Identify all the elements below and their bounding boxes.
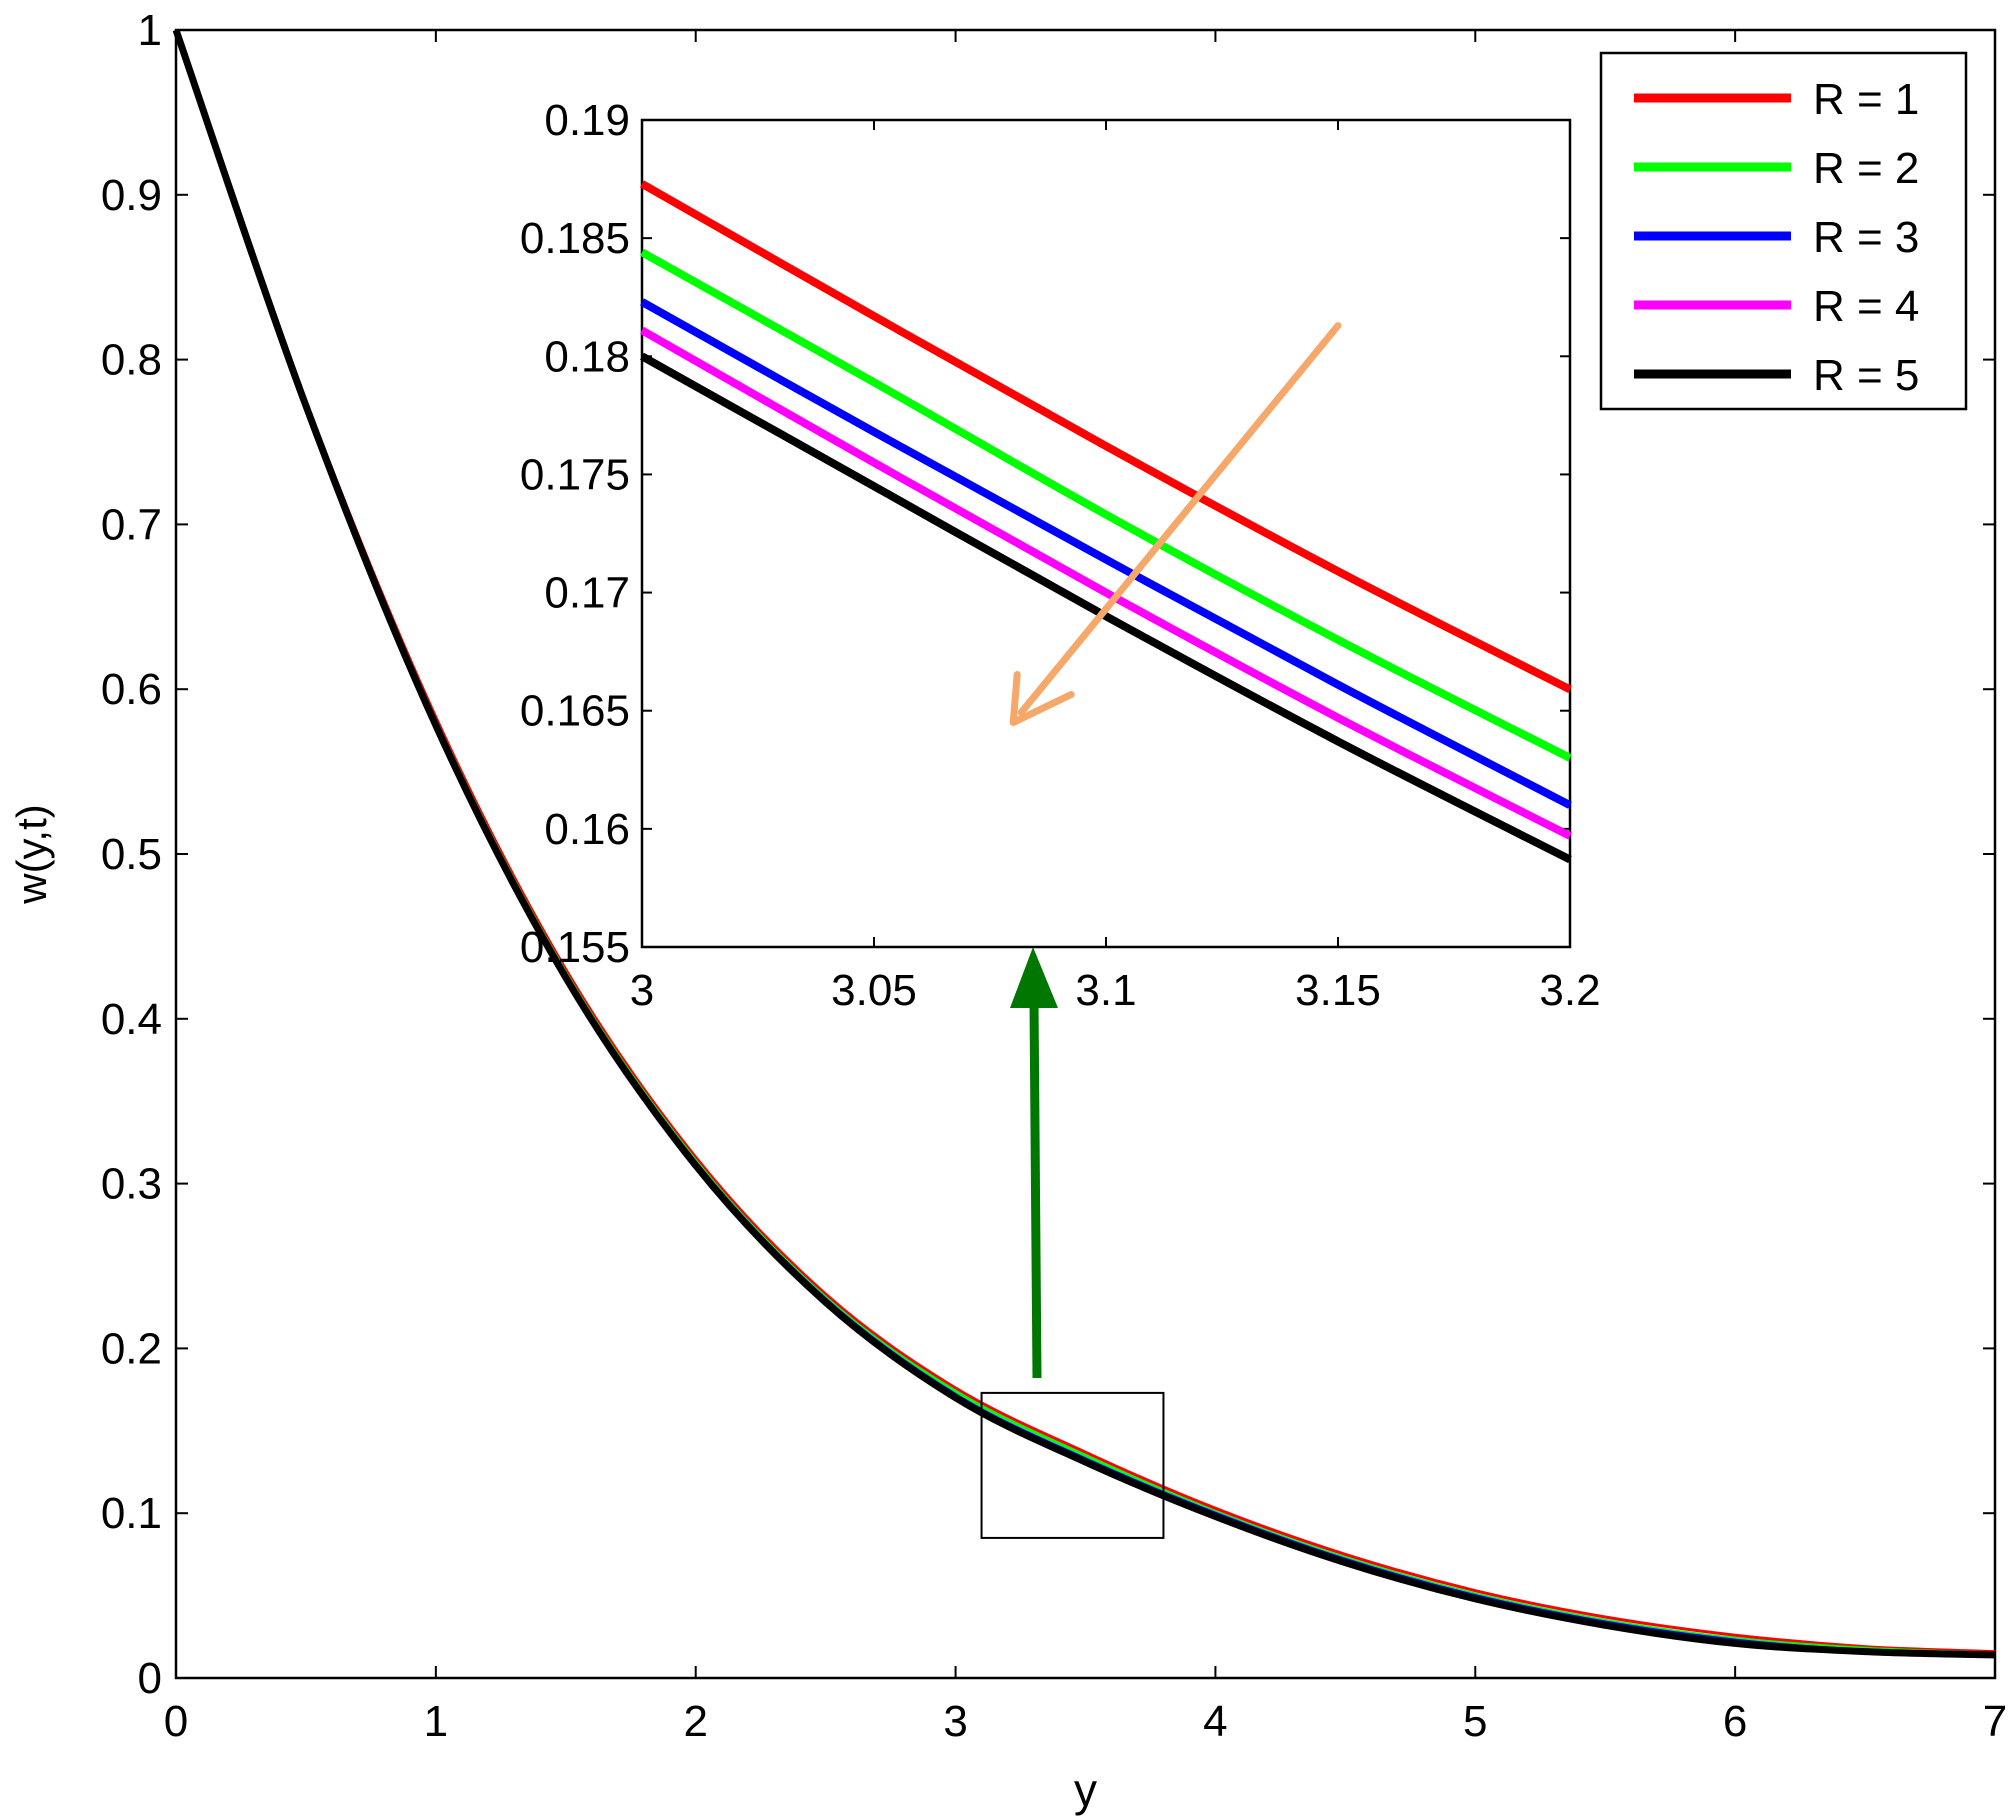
main-series-line <box>172 28 1996 1659</box>
inset-y-tick-label: 0.16 <box>544 805 630 854</box>
legend-label: R = 3 <box>1813 213 1919 262</box>
inset-series-line <box>640 248 1572 762</box>
zoom-arrow-head <box>1010 947 1058 1008</box>
x-tick-label: 5 <box>1463 1697 1487 1746</box>
y-tick-label: 0 <box>138 1654 162 1703</box>
trend-arrow-shaft <box>1017 322 1342 717</box>
legend-label: R = 4 <box>1813 282 1919 331</box>
inset-x-tick-label: 3.15 <box>1295 966 1381 1015</box>
inset-y-tick-label: 0.19 <box>544 96 630 145</box>
legend: R = 1 R = 2 R = 3 R = 4 R = 5 <box>1599 51 1968 411</box>
inset-series-line <box>640 352 1572 864</box>
inset-x-tick-label: 3.05 <box>831 966 917 1015</box>
legend-label: R = 5 <box>1813 351 1919 400</box>
inset-y-tick-label: 0.155 <box>520 923 630 972</box>
legend-label: R = 1 <box>1813 75 1919 124</box>
inset-x-tick-label: 3 <box>630 966 654 1015</box>
x-axis-label: y <box>1074 1764 1097 1816</box>
inset-plot-frame <box>640 118 1572 949</box>
y-tick-label: 0.2 <box>101 1324 162 1373</box>
y-tick-label: 0.1 <box>101 1489 162 1538</box>
inset-x-tick-label: 3.2 <box>1539 966 1600 1015</box>
x-tick-label: 2 <box>683 1697 707 1746</box>
x-tick-label: 1 <box>424 1697 448 1746</box>
inset-series-line <box>640 326 1572 840</box>
zoom-region-box <box>980 1391 1165 1539</box>
trend-arrow-head <box>1009 671 1075 727</box>
y-axis-label: w(y,t) <box>8 804 55 905</box>
inset-y-tick-label: 0.18 <box>544 332 630 381</box>
x-tick-label: 7 <box>1983 1697 2007 1746</box>
inset-series-line <box>640 180 1572 693</box>
y-tick-label: 0.6 <box>101 665 162 714</box>
y-tick-label: 0.5 <box>101 830 162 879</box>
y-tick-label: 0.9 <box>101 171 162 220</box>
inset-series-line <box>640 298 1572 809</box>
y-tick-label: 0.8 <box>101 336 162 385</box>
y-tick-label: 0.3 <box>101 1160 162 1209</box>
x-tick-label: 0 <box>164 1697 188 1746</box>
y-tick-label: 1 <box>138 6 162 55</box>
y-tick-label: 0.7 <box>101 500 162 549</box>
inset-x-tick-label: 3.1 <box>1075 966 1136 1015</box>
y-tick-label: 0.4 <box>101 995 162 1044</box>
zoom-arrow-shaft <box>1029 1001 1042 1379</box>
legend-box <box>1599 51 1968 411</box>
inset-y-tick-label: 0.17 <box>544 569 630 618</box>
legend-label: R = 2 <box>1813 144 1919 193</box>
inset-y-tick-label: 0.165 <box>520 687 630 736</box>
zoom-annotation <box>980 947 1165 1539</box>
x-tick-label: 3 <box>943 1697 967 1746</box>
inset-y-tick-label: 0.185 <box>520 214 630 263</box>
inset-y-tick-label: 0.175 <box>520 450 630 499</box>
inset-chart: 3 3.05 3.1 3.15 3.2 0.155 0.16 0.165 0.17 0.175 0.… <box>520 96 1601 1015</box>
x-tick-label: 6 <box>1723 1697 1747 1746</box>
x-tick-label: 4 <box>1203 1697 1227 1746</box>
